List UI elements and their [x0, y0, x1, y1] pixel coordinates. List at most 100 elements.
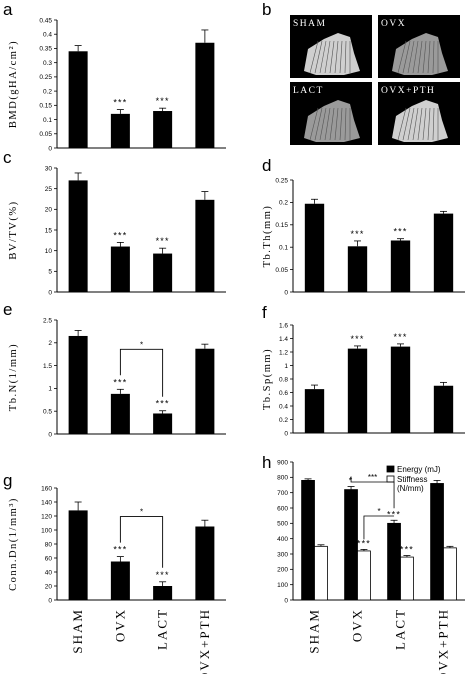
x-category-label: LACT — [155, 608, 170, 650]
panel-label: c — [3, 148, 12, 167]
trabecula — [334, 107, 339, 141]
bar — [301, 479, 315, 601]
ct-image: OVX+PTH — [378, 82, 460, 145]
significance-marker: *** — [357, 538, 371, 548]
bar — [68, 510, 88, 600]
panel-f: f 0 0.2 0.4 0.6 0.8 1 1.2 1.4 1.6 *** *** Tb.Sp(mm) — [262, 303, 465, 437]
bar — [347, 348, 368, 433]
trabecula — [344, 107, 347, 141]
trabecula — [407, 107, 415, 141]
bar — [195, 526, 215, 600]
x-category-label: OVX — [112, 608, 127, 642]
bar — [390, 240, 411, 292]
bracket-label: *** — [368, 473, 377, 482]
y-tick-label: 0.6 — [279, 390, 288, 397]
y-tick-label: 1.2 — [279, 349, 288, 356]
panel-b: b SHAM OVX LACT OVX+PTH — [262, 0, 460, 145]
y-tick-label: 30 — [45, 165, 53, 172]
bar — [344, 489, 358, 601]
trabecula — [417, 107, 423, 141]
bar — [110, 561, 130, 600]
y-tick-label: 500 — [277, 521, 288, 528]
y-tick-label: 0.15 — [39, 103, 52, 110]
x-category-label: LACT — [393, 608, 408, 650]
significance-marker: *** — [393, 227, 407, 237]
y-tick-label: 100 — [277, 582, 288, 589]
bracket-label: * — [377, 507, 380, 516]
bracket-label: * — [140, 340, 143, 349]
x-category-label: OVX+PTH — [436, 608, 451, 674]
y-axis-label: Tb.N(1/mm) — [8, 343, 19, 411]
trabecula — [402, 107, 411, 141]
panel-g: g 0 20 40 60 80 100 120 140 160 *** *** Conn.Dn(1/mm… — [3, 471, 226, 604]
trabecula — [339, 40, 343, 74]
y-tick-label: 300 — [277, 551, 288, 558]
trabecula — [314, 107, 323, 141]
trabecula — [412, 40, 419, 74]
comparison-bracket — [363, 515, 395, 540]
y-tick-label: 0 — [48, 145, 52, 152]
bar — [433, 213, 454, 292]
significance-marker: *** — [113, 230, 127, 240]
x-category-label: SHAM — [70, 608, 85, 654]
y-axis-label: BMD(gHA/cm²) — [8, 40, 19, 128]
significance-marker: *** — [156, 570, 170, 580]
significance-marker: *** — [156, 96, 170, 106]
bar — [390, 346, 411, 433]
panel-e: e 0 0.5 1 1.5 2 2.5 *** *** Tb.N(1/mm) * — [3, 300, 226, 438]
y-tick-label: 0.2 — [279, 200, 288, 207]
y-tick-label: 0.05 — [39, 131, 52, 138]
trabecula — [329, 107, 335, 141]
bracket-label: * — [140, 508, 143, 517]
significance-marker: *** — [350, 334, 364, 344]
panel-label: h — [262, 453, 271, 472]
y-axis-label: BV/TV(%) — [8, 200, 19, 259]
y-tick-label: 20 — [45, 583, 53, 590]
y-tick-label: 10 — [45, 248, 53, 255]
y-tick-label: 2.5 — [43, 317, 52, 324]
bar — [387, 522, 401, 601]
x-category-label: OVX — [350, 608, 365, 642]
y-tick-label: 15 — [45, 227, 53, 234]
bar — [153, 253, 173, 292]
panel-label: d — [262, 156, 271, 175]
comparison-bracket — [119, 516, 164, 568]
y-tick-label: 160 — [41, 485, 52, 492]
trabecula — [412, 107, 419, 141]
bar — [153, 413, 173, 434]
trabecula — [334, 40, 339, 74]
y-tick-label: 0.1 — [279, 245, 288, 252]
y-tick-label: 0.25 — [39, 74, 52, 81]
bar — [153, 586, 173, 600]
y-tick-label: 0.3 — [43, 60, 52, 67]
y-tick-label: 1.4 — [279, 336, 288, 343]
y-tick-label: 0.05 — [275, 267, 288, 274]
trabecula — [309, 40, 319, 74]
y-axis-label: Tb.Th(mm) — [262, 205, 273, 268]
trabecula — [309, 107, 319, 141]
bar — [347, 246, 368, 292]
significance-marker: *** — [113, 545, 127, 555]
comparison-bracket — [350, 476, 395, 509]
y-tick-label: 0.5 — [43, 409, 52, 416]
bar — [195, 42, 215, 148]
y-tick-label: 0.25 — [275, 177, 288, 184]
bar — [314, 545, 328, 601]
ct-image: LACT — [290, 82, 372, 145]
y-tick-label: 60 — [45, 555, 53, 562]
y-tick-label: 0.4 — [279, 403, 288, 410]
y-tick-label: 0.1 — [43, 117, 52, 124]
panel-h: h0100200300400500600700800900**********E… — [262, 453, 465, 604]
trabecula — [324, 40, 331, 74]
bar — [195, 199, 215, 292]
trabecula — [329, 40, 335, 74]
bar — [153, 111, 173, 148]
y-tick-label: 0.2 — [279, 417, 288, 424]
trabecula — [422, 107, 427, 141]
y-tick-label: 40 — [45, 569, 53, 576]
y-tick-label: 0.2 — [43, 88, 52, 95]
bar — [68, 335, 88, 434]
trabecula — [402, 40, 411, 74]
y-tick-label: 0 — [48, 431, 52, 438]
y-tick-label: 400 — [277, 536, 288, 543]
